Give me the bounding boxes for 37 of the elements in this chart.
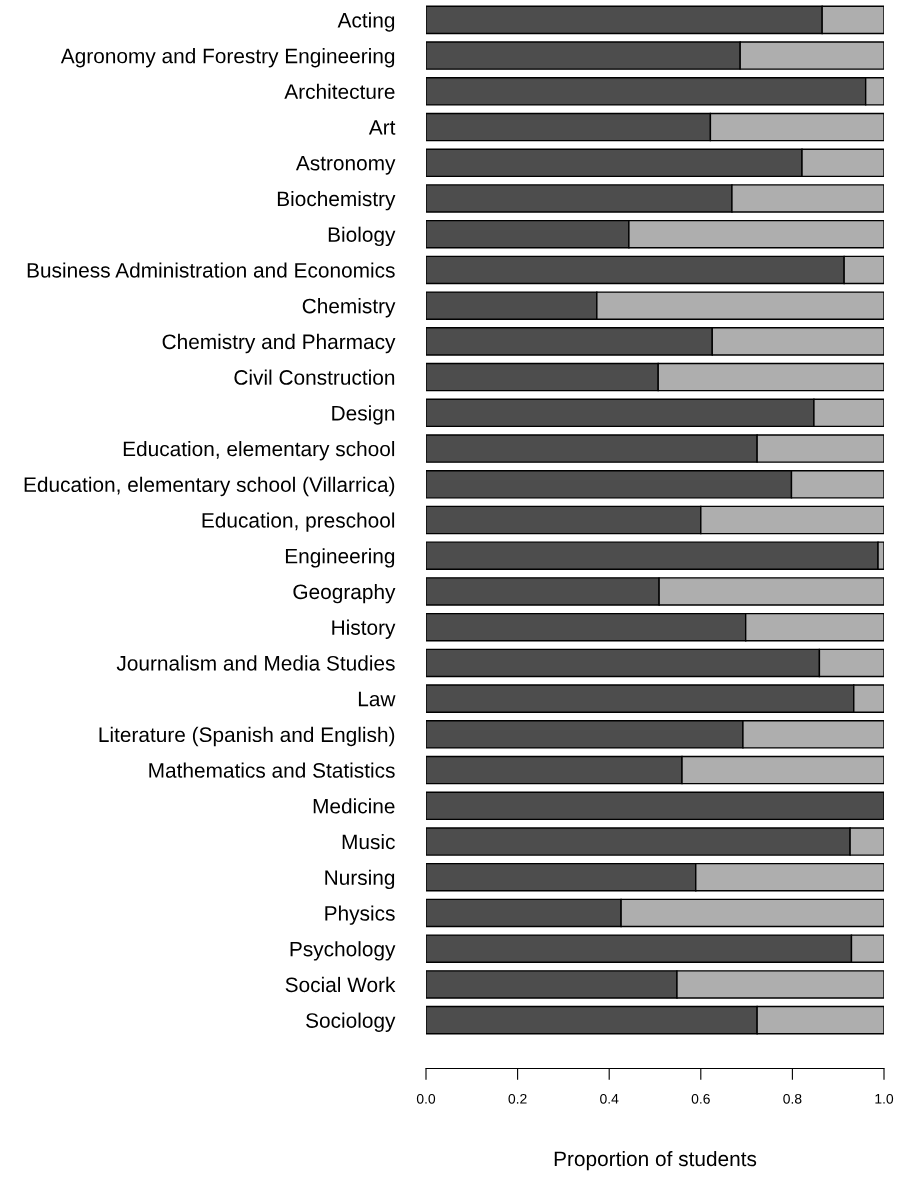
y-tick-label: Geography (293, 583, 396, 604)
y-tick-label: Chemistry and Pharmacy (162, 333, 396, 354)
x-tick-label: 0.0 (416, 1093, 436, 1104)
y-tick-label: Art (368, 120, 396, 135)
y-tick-label: Sociology (306, 1012, 396, 1033)
y-tick-label: Architecture (284, 83, 395, 100)
y-tick-label: Business Administration and Economics (27, 262, 395, 278)
y-tick-label: Biochemistry (277, 190, 396, 211)
y-tick-label: Physics (325, 905, 395, 925)
bar (426, 791, 884, 821)
y-tick-label: Education, elementary school (Villarrica) (24, 476, 395, 497)
y-tick-label: Chemistry (302, 298, 396, 318)
y-tick-label: Engineering (285, 548, 395, 568)
y-tick-label: Medicine (313, 798, 395, 814)
y-tick-label: Literature (Spanish and English) (99, 726, 395, 747)
y-tick-label: History (332, 619, 396, 640)
y-tick-label: Law (358, 691, 396, 707)
x-tick-label: 0.8 (783, 1093, 802, 1104)
y-tick-label: Civil Construction (234, 369, 395, 385)
y-tick-label: Education, elementary school (123, 441, 395, 461)
y-tick-label: Journalism and Media Studies (116, 655, 395, 671)
y-tick-label: Agronomy and Forestry Engineering (60, 48, 395, 68)
x-tick-label: 1.0 (875, 1093, 894, 1104)
y-tick-label: Astronomy (295, 155, 396, 175)
y-tick-label: Mathematics and Statistics (149, 762, 395, 778)
y-tick-label: Psychology (290, 941, 396, 961)
x-axis-title: Proportion of students (554, 1150, 757, 1171)
y-tick-label: Nursing (325, 869, 395, 890)
y-tick-label: Education, preschool (202, 512, 395, 532)
x-tick-label: 0.6 (691, 1093, 710, 1104)
x-tick-label: 0.4 (600, 1093, 619, 1104)
y-tick-label: Acting (337, 12, 395, 32)
y-tick-label: Social Work (285, 976, 396, 993)
y-tick-label: Music (342, 833, 395, 850)
y-tick-label: Biology (328, 226, 396, 247)
x-tick-label: 0.2 (508, 1093, 527, 1104)
y-tick-label: Design (332, 405, 395, 425)
